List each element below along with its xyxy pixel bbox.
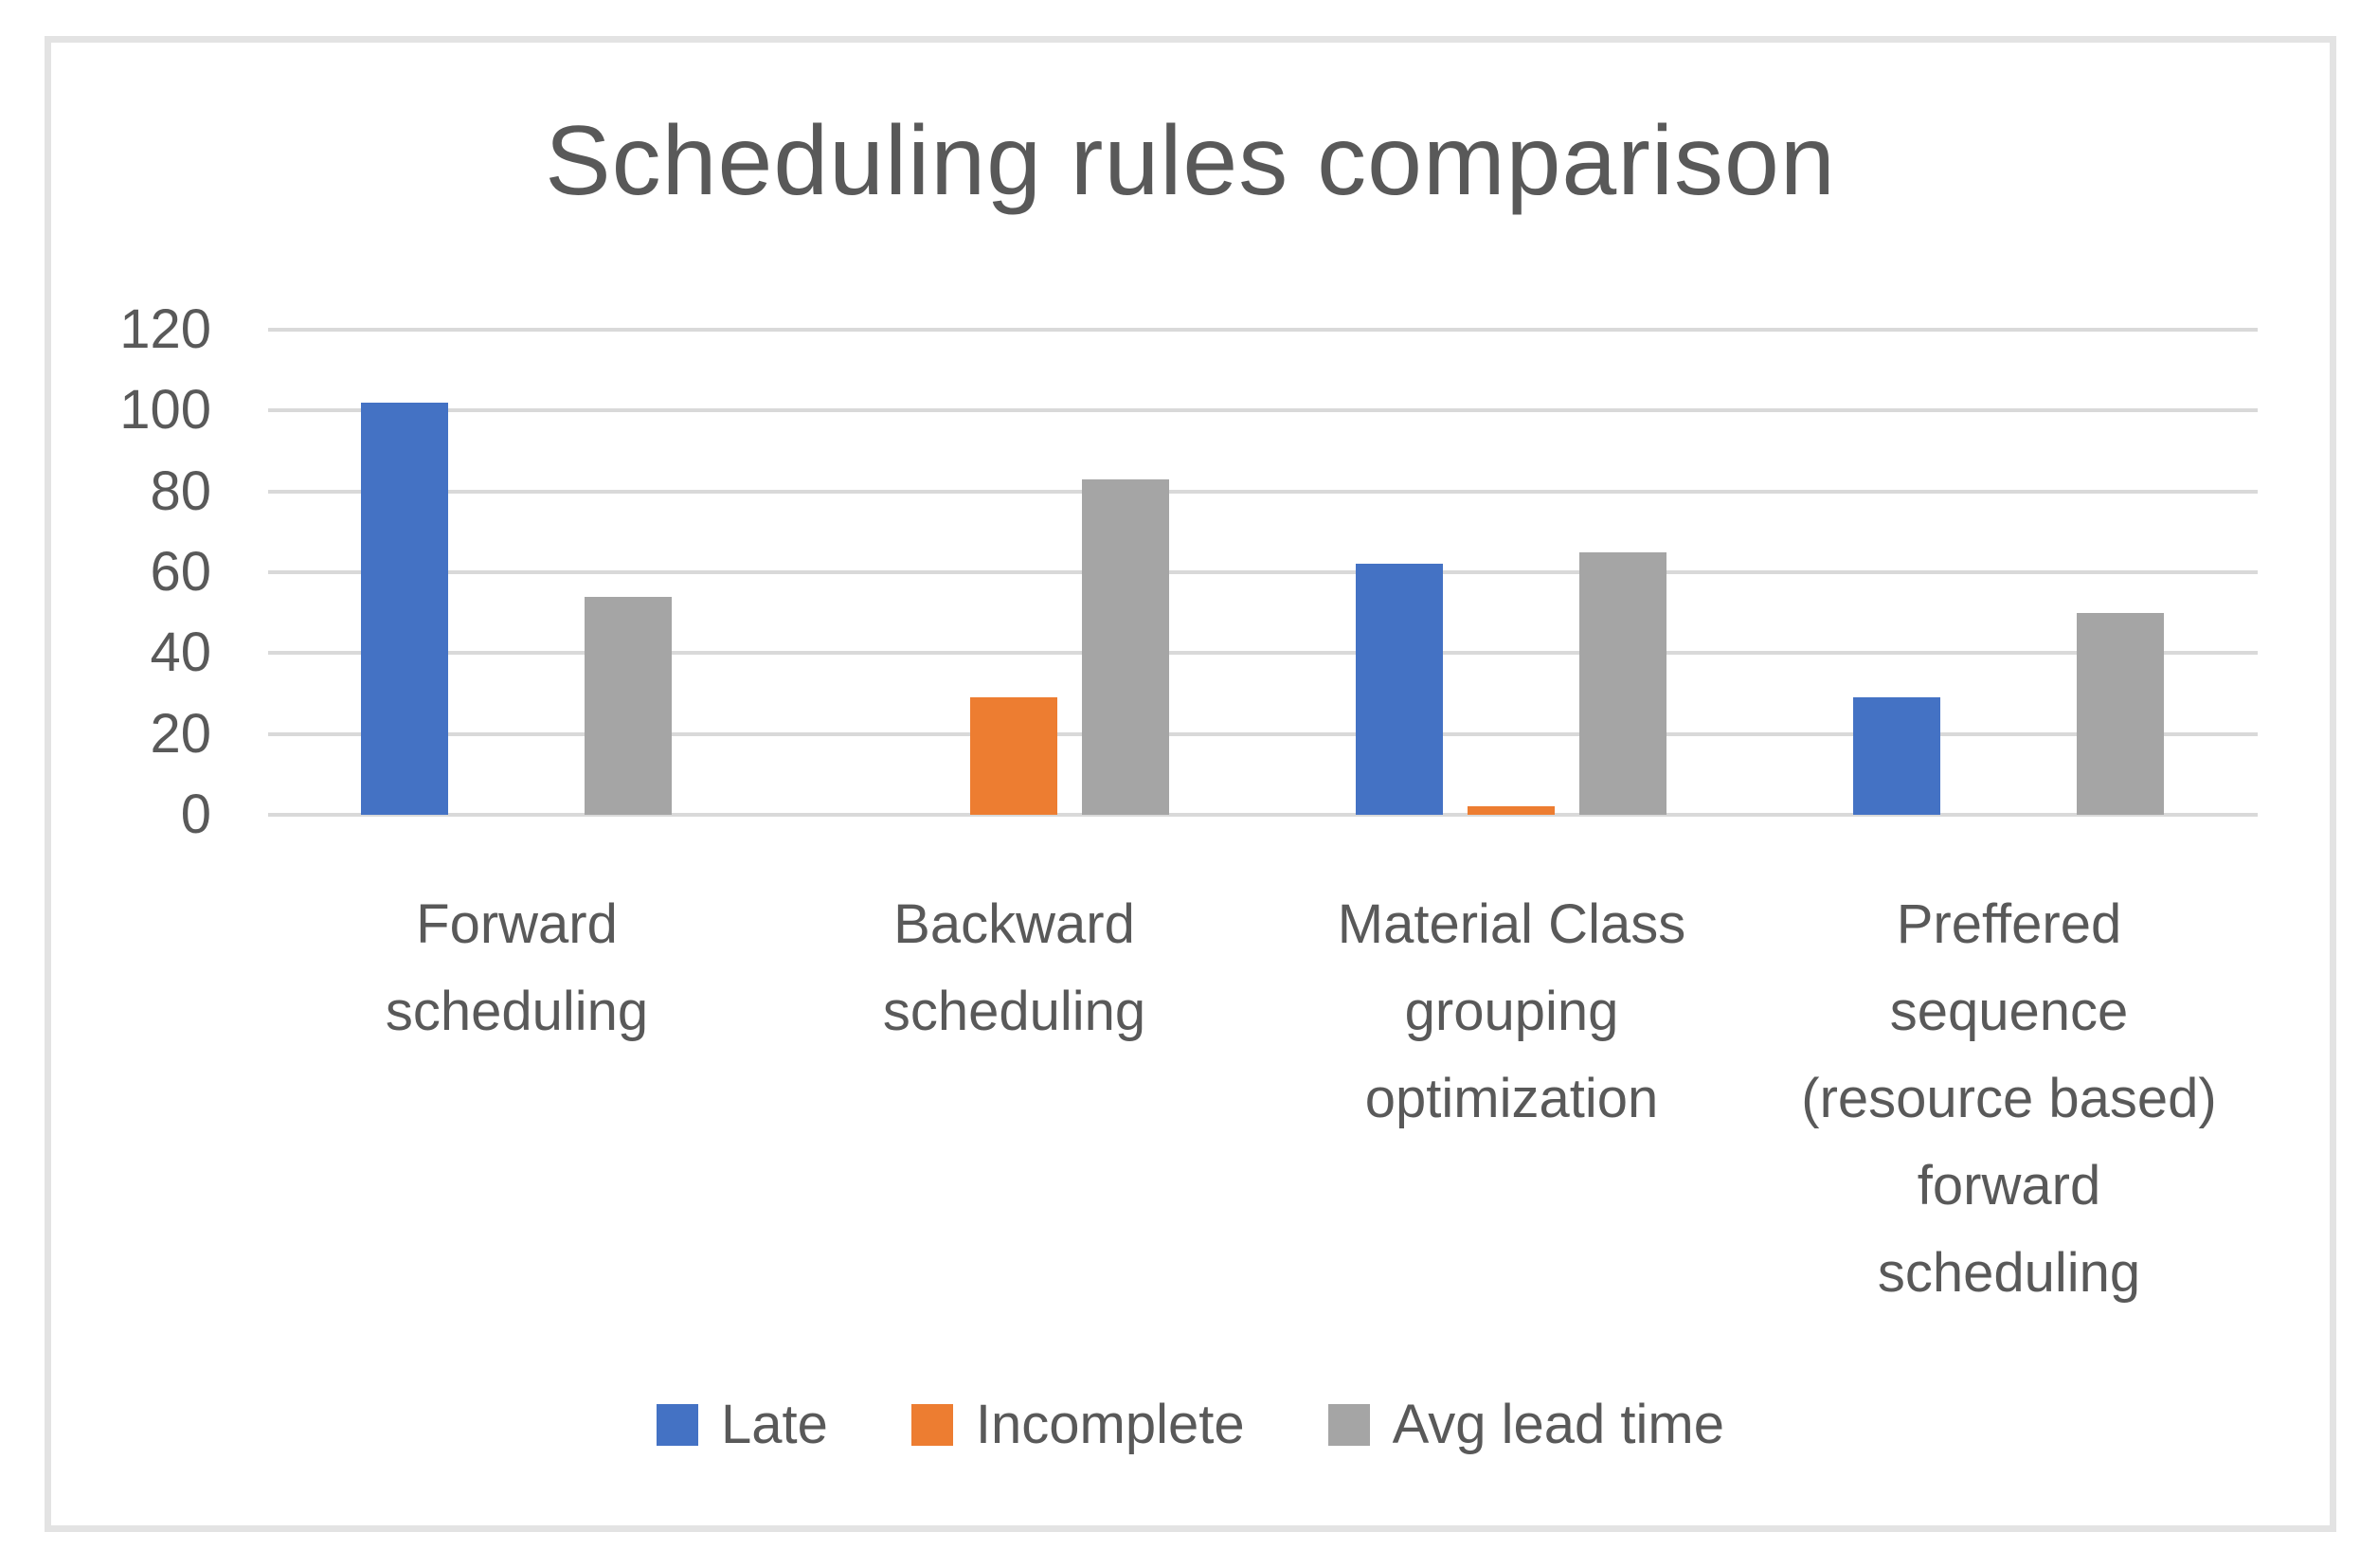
y-axis-tick-label: 20 (150, 702, 211, 765)
x-axis-category-label-line: Material Class (1337, 893, 1686, 955)
y-axis-tick-label: 0 (180, 784, 211, 845)
bar-incomplete (1468, 806, 1555, 815)
x-axis-line (268, 813, 2258, 817)
x-axis-category-label-line: Forward (416, 893, 618, 955)
x-axis-category-label-line: Backward (893, 893, 1135, 955)
bar-incomplete (970, 697, 1057, 815)
legend-marker-icon (910, 1403, 953, 1446)
bar-avg-lead-time (2077, 612, 2164, 815)
x-axis-category-label-line: optimization (1364, 1068, 1659, 1129)
x-axis-category-label-line: scheduling (1877, 1242, 2141, 1304)
x-axis-category-label: Preffered sequence (resource based) forward… (1782, 881, 2237, 1317)
y-axis-tick-label: 100 (119, 379, 211, 442)
x-axis-category-label-line: scheduling (882, 981, 1146, 1042)
x-axis-category-label-line: forward (1917, 1155, 2101, 1217)
chart-frame: Scheduling rules comparison 0 20 40 60 80 100… (45, 36, 2336, 1532)
legend: Late Incomplete Avg lead time (51, 1393, 2330, 1456)
legend-item-avg-lead-time: Avg lead time (1327, 1393, 1724, 1456)
legend-marker-icon (657, 1403, 699, 1446)
bar-late (361, 402, 448, 815)
chart-title: Scheduling rules comparison (545, 106, 1836, 216)
x-axis-category-label-line: sequence (1889, 981, 2129, 1042)
legend-label: Incomplete (975, 1394, 1245, 1455)
plot-area: 0 20 40 60 80 100 120 (119, 298, 2258, 845)
bar-avg-lead-time (1082, 478, 1169, 815)
gridline (268, 489, 2258, 494)
legend-label: Avg lead time (1392, 1394, 1724, 1455)
x-axis-category-label-line: Preffered (1896, 893, 2122, 955)
legend-item-incomplete: Incomplete (910, 1393, 1245, 1456)
bar-avg-lead-time (585, 596, 672, 815)
gridline (268, 570, 2258, 574)
gridline (268, 408, 2258, 413)
x-axis-category-label-line: grouping (1404, 981, 1619, 1042)
y-axis-tick-label: 60 (150, 541, 211, 603)
x-axis-category-label-line: scheduling (385, 981, 649, 1042)
y-axis-tick-label: 80 (150, 460, 211, 522)
legend-marker-icon (1327, 1403, 1370, 1446)
gridline (268, 328, 2258, 332)
y-axis-tick-label: 40 (150, 622, 211, 684)
x-axis-category-label: Forward scheduling (290, 881, 745, 1055)
legend-label: Late (721, 1394, 828, 1455)
gridline (268, 651, 2258, 656)
gridline (268, 731, 2258, 736)
bar-late (1853, 697, 1940, 815)
y-axis-tick-label: 120 (119, 298, 211, 360)
bar-late (1356, 564, 1443, 815)
bar-avg-lead-time (1579, 551, 1666, 815)
x-axis-category-label-line: (resource based) (1801, 1068, 2217, 1129)
x-axis-category-label: Backward scheduling (787, 881, 1242, 1055)
x-axis-category-label: Material Class grouping optimization (1285, 881, 1739, 1143)
legend-item-late: Late (657, 1393, 828, 1456)
